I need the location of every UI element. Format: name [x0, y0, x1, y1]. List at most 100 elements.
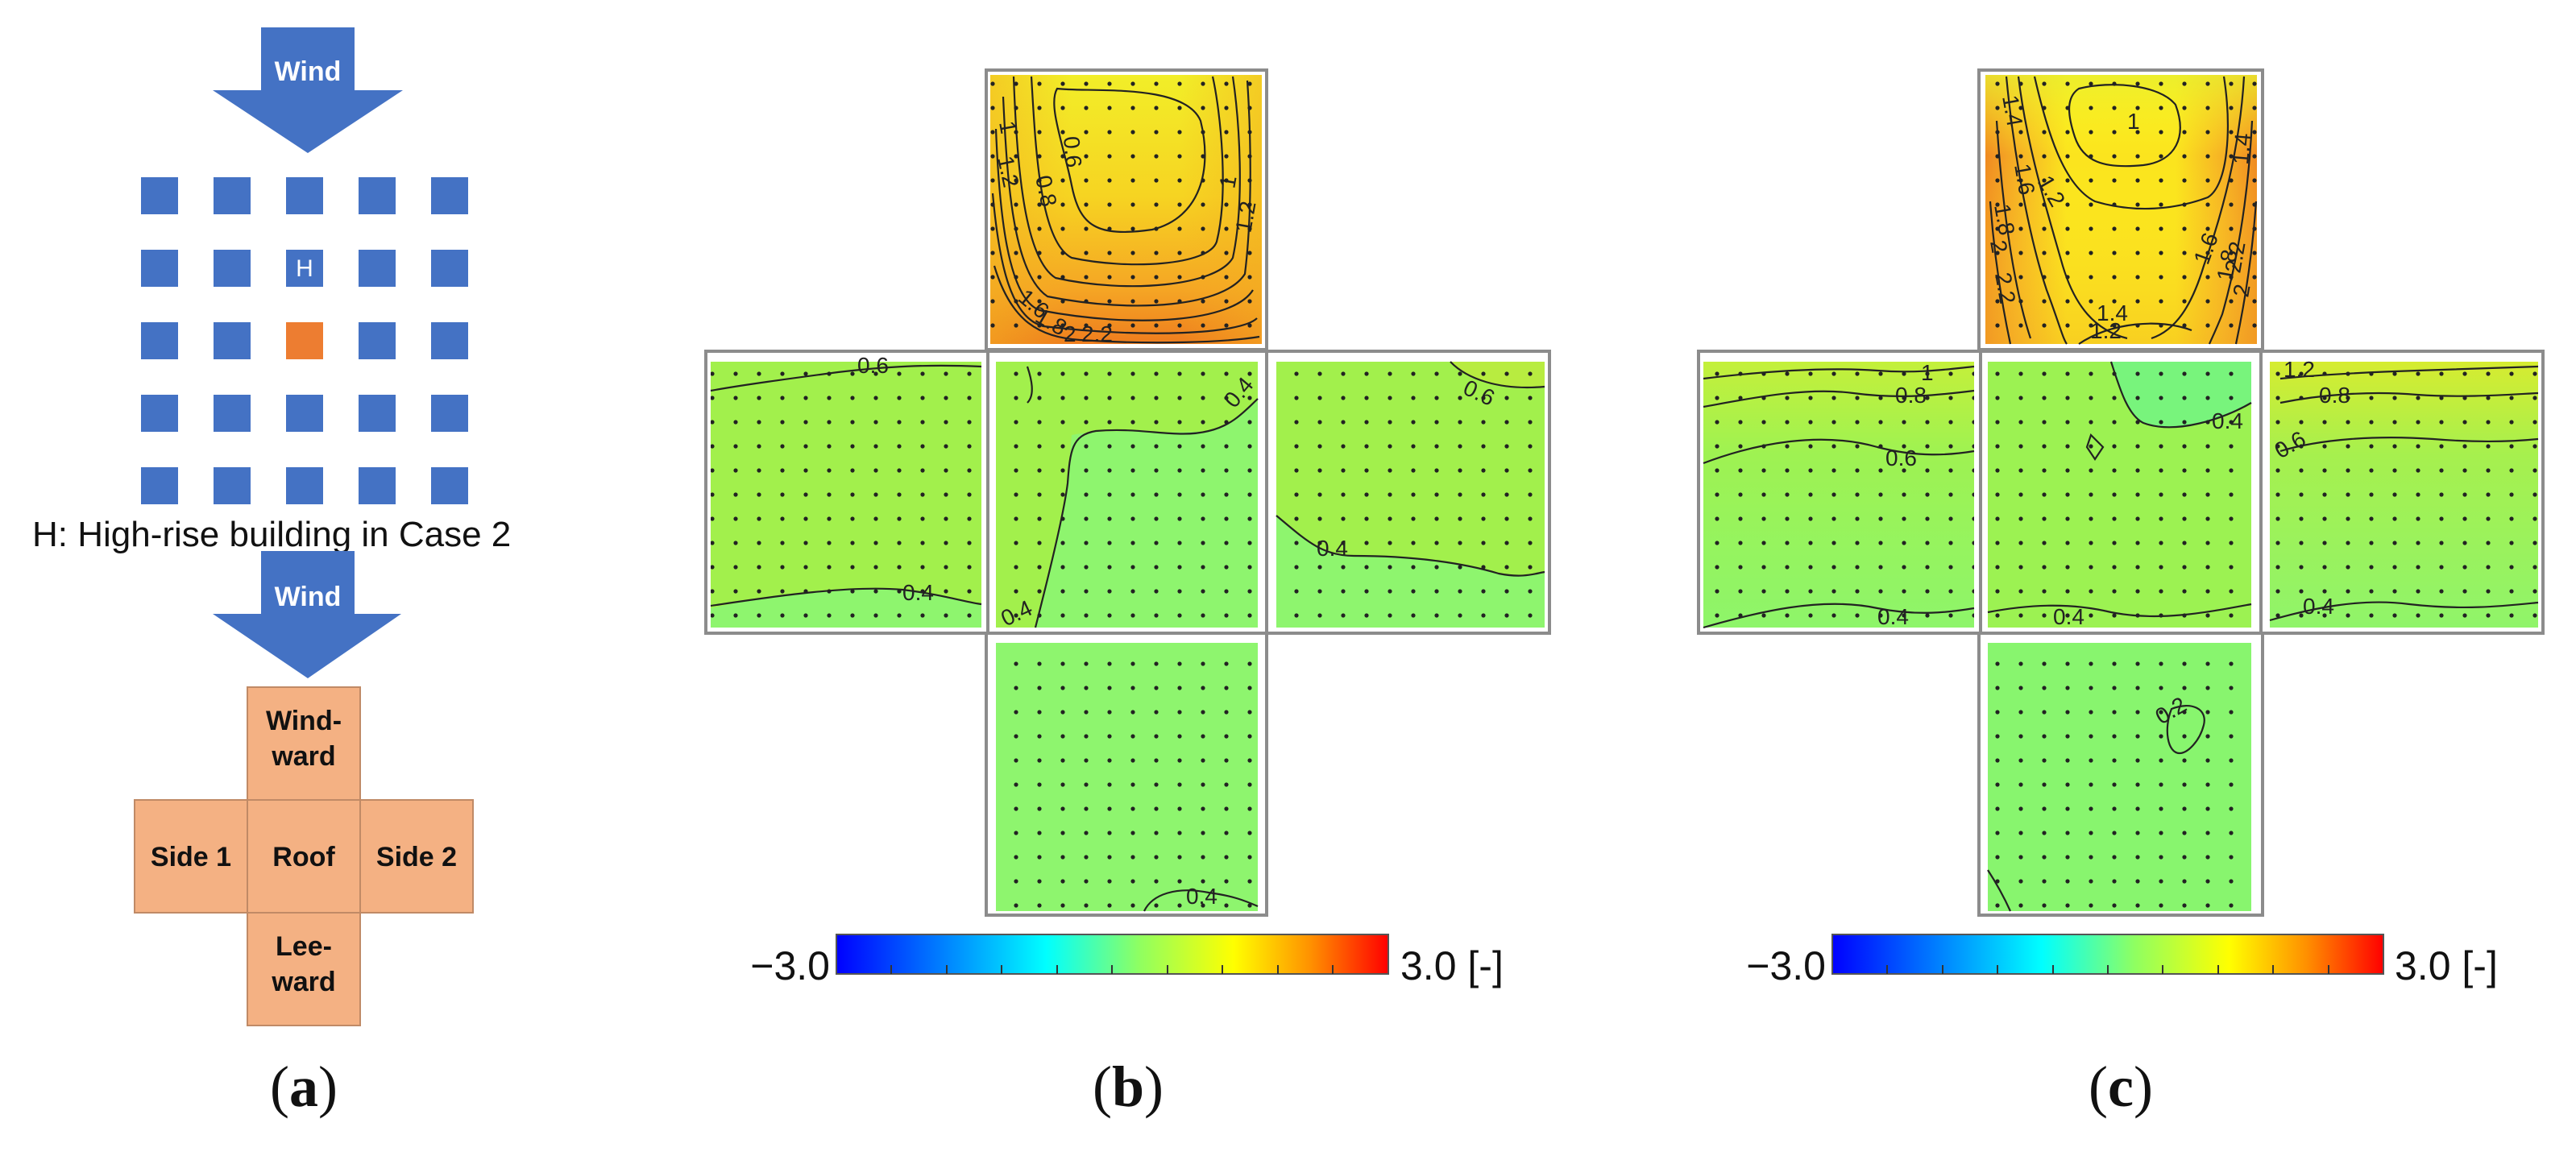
high-rise-marker: H [296, 255, 313, 282]
building-block [359, 250, 396, 287]
c-windward-label-2: 1 [2127, 109, 2140, 134]
c-side1-dot-grid [1703, 362, 1974, 628]
c-windward-label-6: 1.8 [1989, 202, 2019, 238]
building-block [431, 177, 468, 214]
c-windward-dot-grid [1985, 75, 2257, 344]
b-windward-label-6: 1.2 [1230, 199, 1260, 234]
side1-dot-grid [711, 362, 981, 628]
building-block [141, 177, 178, 214]
building-block [141, 250, 178, 287]
c-windward-label-10: 1.2 [2090, 318, 2122, 343]
wind-label-2: Wind [275, 582, 342, 612]
panel-c-pressure-map: 1.4 1 1.4 1.2 1.6 1.8 2 2.2 1.4 1.2 1.6 … [1697, 68, 2545, 1119]
wind-arrow-icon [213, 27, 403, 153]
c-windward-label-9: 1.4 [2097, 300, 2128, 325]
building-block [141, 395, 178, 432]
face-label-leeward-2: ward [271, 967, 335, 997]
building-block [431, 322, 468, 359]
b-side2-label-2: 0.4 [1317, 536, 1348, 561]
face-label-windward-2: ward [271, 741, 335, 772]
building-block [214, 395, 251, 432]
building-block [359, 395, 396, 432]
c-side2-label-1: 1.2 [2284, 357, 2315, 382]
b-side1-label-1: 0.6 [857, 353, 889, 378]
windward-dot-grid [990, 75, 1262, 344]
face-label-windward-1: Wind- [266, 706, 342, 736]
building-block [214, 250, 251, 287]
c-side1-label-1: 1 [1921, 360, 1934, 385]
building-layout-grid [141, 177, 468, 504]
b-windward-label-4: 0.6 [1059, 135, 1086, 168]
c-colorbar-max: 3.0 [-] [2395, 943, 2498, 988]
target-building [286, 322, 323, 359]
building-block [214, 322, 251, 359]
b-windward-label-1: 1 [994, 119, 1021, 136]
b-colorbar-ticks [890, 965, 1334, 974]
building-block [359, 177, 396, 214]
caption-a: (a) [270, 1054, 338, 1119]
face-label-side2: Side 2 [376, 842, 457, 872]
c-side1-label-3: 0.6 [1885, 445, 1917, 470]
leeward-dot-grid [996, 643, 1258, 911]
b-colorbar-min: −3.0 [750, 943, 830, 988]
panel-b-frames [704, 68, 1551, 917]
face-label-side1: Side 1 [151, 842, 231, 872]
c-windward-label-13: 2 [2228, 282, 2255, 299]
caption-c: (c) [2089, 1054, 2153, 1119]
caption-b: (b) [1093, 1054, 1164, 1119]
wind-label: Wind [275, 56, 342, 87]
building-block [286, 467, 323, 504]
b-windward-label-5: 1 [1214, 173, 1241, 190]
c-side2-dot-grid [2270, 362, 2538, 628]
c-leeward-dot-grid [1988, 643, 2251, 911]
building-block [431, 467, 468, 504]
c-side2-label-4: 0.4 [2303, 594, 2334, 619]
building-block [286, 395, 323, 432]
c-windward-label-12: 1.8 [2212, 247, 2242, 283]
building-block [431, 395, 468, 432]
c-windward-label-8: 2.2 [1990, 271, 2020, 306]
b-side1-label-2: 0.4 [902, 580, 934, 605]
building-block [359, 467, 396, 504]
c-roof-label-2: 0.4 [2053, 604, 2084, 629]
face-label-roof: Roof [272, 842, 335, 872]
c-roof-dot-grid [1988, 362, 2251, 628]
panel-b-pressure-map: 1 1.2 0.8 0.6 1 1.2 1.6 1.8 2 2.2 0.6 0.… [704, 68, 1551, 1119]
face-leeward [247, 912, 361, 1026]
c-side1-label-4: 0.4 [1877, 604, 1909, 629]
c-windward-label-5: 1.6 [2010, 162, 2039, 197]
c-colorbar-ticks [1886, 965, 2329, 974]
b-windward-label-9: 2 [1064, 321, 1076, 346]
c-windward-label-7: 2 [1985, 238, 2012, 255]
building-block [214, 467, 251, 504]
face-side1 [134, 799, 248, 914]
side2-dot-grid [1276, 362, 1545, 628]
face-windward [247, 686, 361, 801]
roof-dot-grid [996, 362, 1258, 628]
wind-arrow-icon-2 [213, 551, 401, 678]
face-roof [247, 799, 361, 914]
high-rise-building [286, 250, 323, 287]
building-block [431, 250, 468, 287]
c-roof-label-1: 0.4 [2212, 408, 2243, 433]
building-block [286, 177, 323, 214]
c-colorbar-min: −3.0 [1746, 943, 1826, 988]
c-windward-label-1: 1.4 [1997, 93, 2027, 129]
c-windward-label-14: 2.2 [2220, 239, 2250, 275]
b-windward-label-10: 2.2 [1081, 321, 1113, 346]
face-side2 [359, 799, 474, 914]
panel-c-frames [1697, 68, 2545, 917]
building-block [141, 467, 178, 504]
building-block [141, 322, 178, 359]
b-colorbar-max: 3.0 [-] [1400, 943, 1504, 988]
c-side1-label-2: 0.8 [1895, 383, 1927, 408]
face-label-leeward-1: Lee- [276, 931, 332, 962]
building-block [359, 322, 396, 359]
face-layout-cross [134, 686, 474, 1026]
high-rise-legend: H: High-rise building in Case 2 [32, 515, 511, 554]
panel-a-schematic: Wind H H: High-rise building in Case 2 W… [32, 27, 511, 1119]
c-side2-label-2: 0.8 [2319, 383, 2350, 408]
b-leeward-label-1: 0.4 [1186, 884, 1217, 909]
building-block [214, 177, 251, 214]
